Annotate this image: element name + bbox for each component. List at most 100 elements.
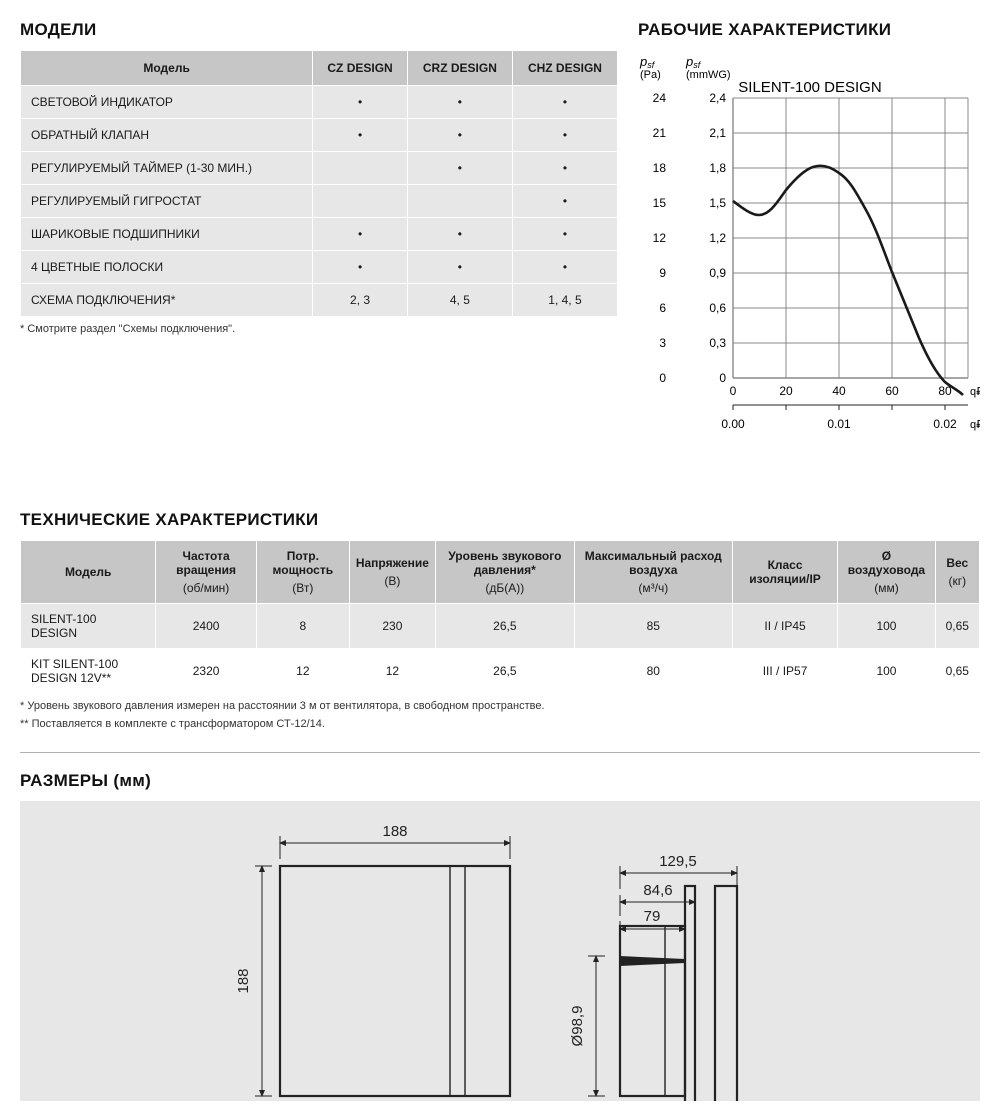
models-row-chz-1: •: [512, 119, 617, 152]
chart-gridlines: [733, 98, 968, 378]
front-height-label: 188: [235, 968, 252, 993]
performance-chart: psf (Pa) psf (mmWG) SILENT-100 DESIGN: [638, 50, 980, 480]
svg-text:6: 6: [659, 301, 666, 315]
spec-col-header-weight: Вес (кг): [935, 541, 979, 604]
models-col-header-chz: CHZ DESIGN: [512, 51, 617, 86]
spec-footnote-2: ** Поставляется в комплекте с трансформа…: [20, 718, 980, 730]
models-table-row: ШАРИКОВЫЕ ПОДШИПНИКИ • • •: [21, 218, 618, 251]
models-row-cz-5: •: [313, 251, 408, 284]
spec-col-header-ip: Класс изоляции/IP: [732, 541, 838, 604]
svg-text:18: 18: [653, 161, 667, 175]
svg-text:40: 40: [832, 384, 846, 398]
models-row-feature-1: ОБРАТНЫЙ КЛАПАН: [21, 119, 313, 152]
models-row-feature-0: СВЕТОВОЙ ИНДИКАТОР: [21, 86, 313, 119]
svg-text:12: 12: [653, 231, 667, 245]
spec-row-model-0: SILENT-100 DESIGN: [21, 604, 156, 649]
spec-row-rpm-0: 2400: [156, 604, 256, 649]
side-dim-inner-label: 79: [644, 908, 661, 925]
spec-row-duct-0: 100: [838, 604, 935, 649]
spec-row-voltage-0: 230: [349, 604, 435, 649]
svg-text:0.01: 0.01: [827, 417, 851, 431]
x-axis-ticks-top: 0 20 40 60 80 q₽ [m³/h]: [730, 384, 980, 398]
models-row-cz-0: •: [313, 86, 408, 119]
svg-text:20: 20: [779, 384, 793, 398]
models-row-cz-6: 2, 3: [313, 284, 408, 317]
spec-table-row: SILENT-100 DESIGN 2400 8 230 26,5 85 II …: [21, 604, 980, 649]
models-row-feature-4: ШАРИКОВЫЕ ПОДШИПНИКИ: [21, 218, 313, 251]
y-axis-label-pa: psf: [639, 54, 656, 70]
svg-text:1,8: 1,8: [709, 161, 726, 175]
spec-row-spl-1: 26,5: [435, 649, 574, 694]
models-row-crz-1: •: [407, 119, 512, 152]
spec-row-rpm-1: 2320: [156, 649, 256, 694]
spec-row-flow-1: 80: [574, 649, 732, 694]
chart-section-title: РАБОЧИЕ ХАРАКТЕРИСТИКИ: [638, 20, 980, 40]
svg-text:0: 0: [719, 371, 726, 385]
svg-text:9: 9: [659, 266, 666, 280]
models-table-row: ОБРАТНЫЙ КЛАПАН • • •: [21, 119, 618, 152]
svg-text:0.00: 0.00: [721, 417, 745, 431]
svg-text:0: 0: [730, 384, 737, 398]
side-diameter-label: Ø98,9: [569, 1006, 586, 1047]
models-row-cz-2: [313, 152, 408, 185]
spec-row-weight-1: 0,65: [935, 649, 979, 694]
spec-col-header-voltage: Напряжение (В): [349, 541, 435, 604]
spec-row-voltage-1: 12: [349, 649, 435, 694]
side-dim-outer-label: 129,5: [659, 853, 697, 870]
models-row-chz-0: •: [512, 86, 617, 119]
svg-text:0: 0: [659, 371, 666, 385]
models-row-crz-2: •: [407, 152, 512, 185]
svg-text:0.02: 0.02: [933, 417, 957, 431]
models-row-cz-3: [313, 185, 408, 218]
svg-text:21: 21: [653, 126, 667, 140]
performance-curve: [733, 166, 963, 395]
svg-text:60: 60: [885, 384, 899, 398]
section-divider: [20, 752, 980, 753]
models-row-chz-3: •: [512, 185, 617, 218]
models-table-row: СХЕМА ПОДКЛЮЧЕНИЯ* 2, 3 4, 5 1, 4, 5: [21, 284, 618, 317]
spec-table-row: KIT SILENT-100 DESIGN 12V** 2320 12 12 2…: [21, 649, 980, 694]
y-axis-ticks-pa: 0 3 6 9 12 15 18 21 24: [653, 91, 667, 385]
models-row-chz-4: •: [512, 218, 617, 251]
models-row-crz-5: •: [407, 251, 512, 284]
spec-col-header-duct: Ø воздуховода (мм): [838, 541, 935, 604]
models-table-row: РЕГУЛИРУЕМЫЙ ТАЙМЕР (1-30 МИН.) • •: [21, 152, 618, 185]
models-table-header-row: Модель CZ DESIGN CRZ DESIGN CHZ DESIGN: [21, 51, 618, 86]
models-row-chz-5: •: [512, 251, 617, 284]
spec-section-title: ТЕХНИЧЕСКИЕ ХАРАКТЕРИСТИКИ: [20, 510, 980, 530]
models-table-row: РЕГУЛИРУЕМЫЙ ГИГРОСТАТ •: [21, 185, 618, 218]
spec-row-flow-0: 85: [574, 604, 732, 649]
dims-section-title: РАЗМЕРЫ (мм): [20, 771, 980, 791]
spec-col-header-model: Модель: [21, 541, 156, 604]
models-row-crz-0: •: [407, 86, 512, 119]
y-axis-label-mmwg: psf: [685, 54, 702, 70]
models-row-crz-3: [407, 185, 512, 218]
models-table-row: СВЕТОВОЙ ИНДИКАТОР • • •: [21, 86, 618, 119]
models-row-feature-2: РЕГУЛИРУЕМЫЙ ТАЙМЕР (1-30 МИН.): [21, 152, 313, 185]
svg-text:2,4: 2,4: [709, 91, 726, 105]
dimensions-diagram: 188 188 129,5 84,6: [20, 801, 980, 1101]
svg-text:24: 24: [653, 91, 667, 105]
svg-text:0,9: 0,9: [709, 266, 726, 280]
side-view-drawing: 129,5 84,6 79 Ø98,9: [569, 853, 737, 1101]
spec-footnote-1: * Уровень звукового давления измерен на …: [20, 700, 980, 712]
front-width-label: 188: [382, 823, 407, 840]
spec-table: Модель Частота вращения (об/мин) Потр. мо…: [20, 540, 980, 694]
chart-title: SILENT-100 DESIGN: [738, 79, 881, 96]
spec-row-weight-0: 0,65: [935, 604, 979, 649]
spec-row-ip-0: II / IP45: [732, 604, 838, 649]
svg-text:0,3: 0,3: [709, 336, 726, 350]
spec-col-header-flow: Максимальный расход воздуха (м³/ч): [574, 541, 732, 604]
spec-row-power-0: 8: [256, 604, 349, 649]
spec-row-duct-1: 100: [838, 649, 935, 694]
spec-table-header-row: Модель Частота вращения (об/мин) Потр. мо…: [21, 541, 980, 604]
spec-col-header-spl: Уровень звукового давления* (дБ(А)): [435, 541, 574, 604]
svg-text:15: 15: [653, 196, 667, 210]
models-row-chz-6: 1, 4, 5: [512, 284, 617, 317]
spec-row-power-1: 12: [256, 649, 349, 694]
y-axis-unit-pa: (Pa): [640, 69, 661, 81]
spec-col-header-rpm: Частота вращения (об/мин): [156, 541, 256, 604]
spec-row-model-1: KIT SILENT-100 DESIGN 12V**: [21, 649, 156, 694]
models-section-title: МОДЕЛИ: [20, 20, 618, 40]
svg-text:q₽ [m³/h]: q₽ [m³/h]: [970, 386, 980, 398]
